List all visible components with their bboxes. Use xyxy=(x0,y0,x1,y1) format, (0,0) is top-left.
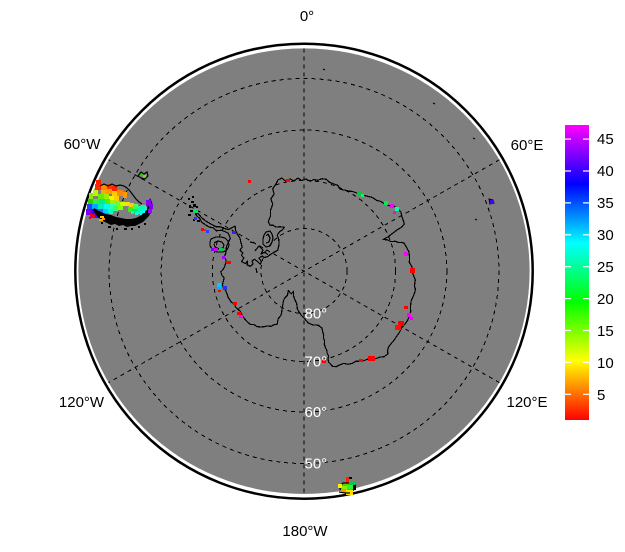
svg-text:0°: 0° xyxy=(300,8,314,25)
svg-text:60°W: 60°W xyxy=(64,136,102,153)
svg-text:45: 45 xyxy=(597,131,614,148)
svg-text:20: 20 xyxy=(597,291,614,308)
svg-text:5: 5 xyxy=(597,387,605,404)
svg-text:120°E: 120°E xyxy=(506,394,547,411)
svg-text:60°E: 60°E xyxy=(511,137,544,154)
svg-text:50°: 50° xyxy=(305,456,328,473)
svg-text:40: 40 xyxy=(597,163,614,180)
svg-text:15: 15 xyxy=(597,323,614,340)
svg-text:10: 10 xyxy=(597,355,614,372)
svg-text:35: 35 xyxy=(597,195,614,212)
svg-text:180°W: 180°W xyxy=(282,523,328,540)
svg-text:60°: 60° xyxy=(305,404,328,421)
svg-text:25: 25 xyxy=(597,259,614,276)
svg-text:70°: 70° xyxy=(305,354,328,371)
svg-text:30: 30 xyxy=(597,227,614,244)
svg-text:80°: 80° xyxy=(305,306,328,323)
svg-text:120°W: 120°W xyxy=(59,394,105,411)
